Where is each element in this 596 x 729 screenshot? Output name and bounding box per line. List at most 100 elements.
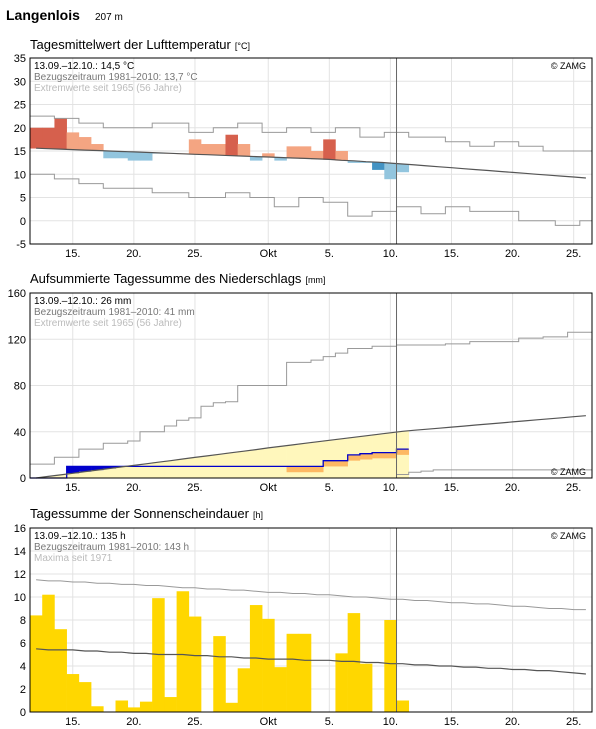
temperature-bar [127, 151, 141, 161]
y-tick-label: 35 [14, 53, 26, 65]
y-tick-label: 8 [20, 615, 26, 627]
chart-title: Tagesmittelwert der Lufttemperatur [°C] [30, 37, 250, 52]
normal-precip-area [323, 440, 336, 478]
normal-line [36, 147, 586, 179]
info-reference: Bezugszeitraum 1981–2010: 41 mm [34, 307, 195, 318]
sunshine-bar [213, 636, 226, 712]
chart-panel-1: Tagesmittelwert der Lufttemperatur [°C] -5… [14, 37, 593, 260]
plot-frame [29, 292, 593, 479]
temperature-bar [274, 157, 287, 161]
temperature-bar [91, 144, 104, 151]
plot-frame [29, 57, 593, 245]
info-extremes: Extremwerte seit 1965 (56 Jahre) [34, 318, 182, 329]
x-tick-label: Okt [260, 248, 277, 260]
y-tick-label: 12 [14, 569, 26, 581]
temperature-bar [286, 146, 300, 159]
temperature-bar [103, 151, 116, 159]
precip-deficit-band [286, 466, 300, 473]
x-tick-label: 5. [325, 716, 334, 728]
normal-precip-area [78, 471, 92, 478]
temperature-bar [42, 127, 55, 149]
temperature-bar [262, 153, 275, 158]
x-tick-label: 15. [65, 248, 80, 260]
temperature-bar [298, 146, 312, 159]
temperature-bar [78, 137, 92, 151]
sunshine-bar [262, 618, 275, 712]
y-tick-label: 40 [14, 427, 26, 439]
sunshine-bar [127, 707, 141, 712]
normal-precip-area [127, 465, 141, 478]
temperature-bar [347, 160, 361, 163]
x-tick-label: 20. [505, 482, 520, 494]
station-elevation: 207 m [95, 12, 123, 23]
precip-deficit-band [298, 466, 312, 473]
normal-precip-area [225, 452, 238, 478]
chart-title: Tagessumme der Sonnenscheindauer [h] [30, 506, 263, 521]
x-tick-label: 5. [325, 482, 334, 494]
normal-line [36, 648, 586, 675]
temperature-bar [396, 164, 410, 173]
normal-precip-area [164, 460, 177, 478]
sunshine-bar [139, 701, 153, 712]
x-tick-label: 20. [505, 248, 520, 260]
temperature-bar [335, 151, 348, 161]
normal-precip-area [188, 457, 202, 478]
precip-spacer [262, 466, 275, 478]
y-tick-label: 4 [20, 661, 26, 673]
y-tick-label: 80 [14, 381, 26, 393]
info-period: 13.09.–12.10.: 14,5 °C [34, 61, 134, 72]
chart-panel-3: Tagessumme der Sonnenscheindauer [h] 0 2 4 6 8… [14, 506, 593, 728]
x-tick-label: 20. [505, 716, 520, 728]
precip-deficit-band [396, 449, 410, 455]
precip-deficit-band [335, 460, 348, 467]
temperature-bar [237, 144, 251, 157]
chart-title: Aufsummierte Tagessumme des Niederschlag… [30, 271, 325, 286]
sunshine-bar [237, 668, 251, 712]
precip-excess-bar [78, 466, 92, 472]
x-tick-label: 15. [65, 716, 80, 728]
sunshine-bar [384, 620, 397, 712]
temperature-bar [201, 144, 214, 156]
sunshine-bar [225, 702, 238, 712]
normal-precip-area [139, 463, 153, 478]
y-tick-label: 5 [20, 193, 26, 205]
x-tick-label: 15. [444, 482, 459, 494]
x-tick-label: 5. [325, 248, 334, 260]
temperature-bar [359, 161, 373, 163]
temperature-bar [188, 139, 202, 155]
temperature-bar [54, 118, 67, 150]
normal-precip-area [237, 451, 251, 478]
normal-precip-area [66, 473, 80, 478]
y-tick-label: 14 [14, 546, 26, 558]
precip-deficit-band [359, 453, 373, 460]
copyright: © ZAMG [551, 467, 586, 477]
x-tick-label: 25. [566, 482, 581, 494]
info-extremes: Extremwerte seit 1965 (56 Jahre) [34, 83, 182, 94]
y-tick-label: 15 [14, 146, 26, 158]
normal-precip-area [335, 438, 348, 478]
x-tick-label: 20. [126, 482, 141, 494]
y-tick-label: 16 [14, 523, 26, 535]
sunshine-bar [115, 700, 129, 712]
y-tick-label: 0 [20, 707, 26, 719]
sunshine-bar [66, 674, 80, 712]
normal-precip-area [176, 459, 190, 478]
info-period: 13.09.–12.10.: 135 h [34, 531, 126, 542]
max-extremes-line [30, 331, 592, 465]
y-tick-label: 10 [14, 592, 26, 604]
normal-precip-area [103, 468, 116, 478]
sunshine-bar [164, 697, 177, 712]
x-tick-label: Okt [260, 482, 277, 494]
sunshine-bar [91, 706, 104, 712]
y-tick-label: 6 [20, 638, 26, 650]
info-extremes: Maxima seit 1971 [34, 553, 113, 564]
observed-precip-line [30, 448, 409, 479]
sunshine-bar [396, 700, 410, 712]
precip-spacer [225, 466, 238, 478]
max-extremes-line [36, 579, 586, 611]
precip-deficit-band [311, 466, 324, 473]
x-tick-label: 15. [65, 482, 80, 494]
precip-spacer [140, 466, 153, 478]
x-tick-label: 10. [383, 248, 398, 260]
x-tick-label: 25. [566, 248, 581, 260]
